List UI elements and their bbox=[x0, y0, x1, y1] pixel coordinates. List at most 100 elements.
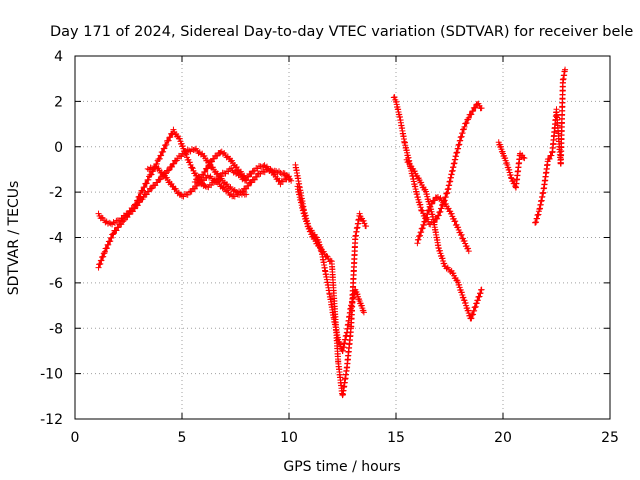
data-point bbox=[149, 165, 156, 172]
data-point bbox=[110, 230, 117, 237]
data-point bbox=[204, 165, 211, 172]
data-point bbox=[476, 293, 483, 300]
y-tick-label: -6 bbox=[49, 276, 63, 292]
data-point bbox=[461, 237, 468, 244]
data-point bbox=[470, 108, 477, 115]
data-point bbox=[253, 173, 260, 180]
data-point bbox=[186, 159, 193, 166]
data-point bbox=[478, 105, 485, 112]
data-point bbox=[108, 234, 115, 241]
data-points bbox=[95, 66, 569, 399]
data-point bbox=[356, 210, 363, 217]
data-point bbox=[97, 260, 104, 267]
data-point bbox=[188, 164, 195, 171]
data-point bbox=[147, 185, 154, 192]
x-tick-label: 0 bbox=[71, 430, 80, 446]
data-point bbox=[307, 228, 314, 235]
data-point bbox=[179, 142, 186, 149]
data-point bbox=[411, 168, 418, 175]
data-point bbox=[458, 231, 465, 238]
data-point bbox=[107, 220, 114, 227]
series-track-g bbox=[390, 94, 485, 228]
data-point bbox=[435, 212, 442, 219]
chart-title: Day 171 of 2024, Sidereal Day-to-day VTE… bbox=[50, 24, 633, 40]
data-point bbox=[437, 208, 444, 215]
y-axis-label: SDTVAR / TECUs bbox=[6, 181, 22, 296]
y-tick-label: -12 bbox=[40, 412, 63, 428]
data-point bbox=[465, 245, 472, 252]
data-point bbox=[477, 290, 484, 297]
data-point bbox=[170, 160, 177, 167]
data-point bbox=[184, 191, 191, 198]
data-point bbox=[443, 265, 450, 272]
data-point bbox=[230, 188, 237, 195]
data-point bbox=[327, 257, 334, 264]
y-tick-label: -4 bbox=[49, 231, 63, 247]
data-point bbox=[497, 143, 504, 150]
data-point bbox=[110, 219, 117, 226]
data-point bbox=[420, 222, 427, 229]
data-point bbox=[472, 303, 479, 310]
y-tick-label: -10 bbox=[40, 367, 63, 383]
y-tick-label: 0 bbox=[54, 140, 63, 156]
data-point bbox=[101, 250, 108, 257]
series-track-j bbox=[495, 139, 528, 191]
data-point bbox=[424, 210, 431, 217]
data-point bbox=[163, 141, 170, 148]
data-point bbox=[502, 155, 509, 162]
data-point bbox=[145, 176, 152, 183]
data-point bbox=[520, 154, 527, 161]
grid-lines bbox=[75, 56, 610, 419]
data-point bbox=[288, 177, 295, 184]
data-point bbox=[358, 302, 365, 309]
data-point bbox=[458, 289, 465, 296]
data-point bbox=[245, 182, 252, 189]
data-point bbox=[360, 309, 367, 316]
data-point bbox=[562, 66, 569, 73]
data-point bbox=[176, 135, 183, 142]
data-point bbox=[283, 176, 290, 183]
data-point bbox=[460, 294, 467, 301]
data-point bbox=[441, 260, 448, 267]
x-axis-ticks: 0 5 10 15 20 25 bbox=[71, 56, 619, 446]
data-point bbox=[148, 171, 155, 178]
y-axis-ticks: -12 -10 -8 -6 -4 -2 0 2 4 bbox=[40, 49, 610, 428]
data-point bbox=[193, 182, 200, 189]
data-point bbox=[439, 255, 446, 262]
data-point bbox=[109, 231, 116, 238]
data-point bbox=[468, 111, 475, 118]
data-point bbox=[158, 152, 165, 159]
data-point bbox=[455, 224, 462, 231]
data-point bbox=[463, 119, 470, 126]
data-point bbox=[286, 173, 292, 180]
data-point bbox=[443, 190, 450, 197]
data-point bbox=[421, 218, 428, 225]
x-tick-label: 15 bbox=[387, 430, 405, 446]
data-point bbox=[153, 160, 160, 167]
data-point bbox=[472, 104, 479, 111]
data-point bbox=[156, 176, 163, 183]
data-point bbox=[470, 311, 477, 318]
data-point bbox=[417, 232, 424, 239]
data-point bbox=[478, 286, 485, 293]
series-track-a bbox=[95, 126, 250, 228]
x-tick-label: 25 bbox=[601, 430, 619, 446]
series-track-f bbox=[294, 183, 370, 399]
data-point bbox=[115, 224, 122, 231]
y-tick-label: 2 bbox=[54, 94, 63, 110]
data-point bbox=[136, 199, 143, 206]
data-point bbox=[202, 168, 209, 175]
data-point bbox=[161, 145, 168, 152]
x-tick-label: 10 bbox=[280, 430, 298, 446]
data-point bbox=[118, 221, 125, 228]
series-track-d bbox=[191, 148, 292, 188]
data-point bbox=[105, 241, 112, 248]
data-point bbox=[107, 238, 114, 245]
data-point bbox=[471, 307, 478, 314]
x-axis-label: GPS time / hours bbox=[283, 459, 400, 475]
data-point bbox=[166, 167, 173, 174]
data-point bbox=[261, 169, 268, 176]
series-track-e bbox=[292, 161, 367, 354]
data-point bbox=[426, 206, 433, 213]
data-point bbox=[113, 227, 120, 234]
